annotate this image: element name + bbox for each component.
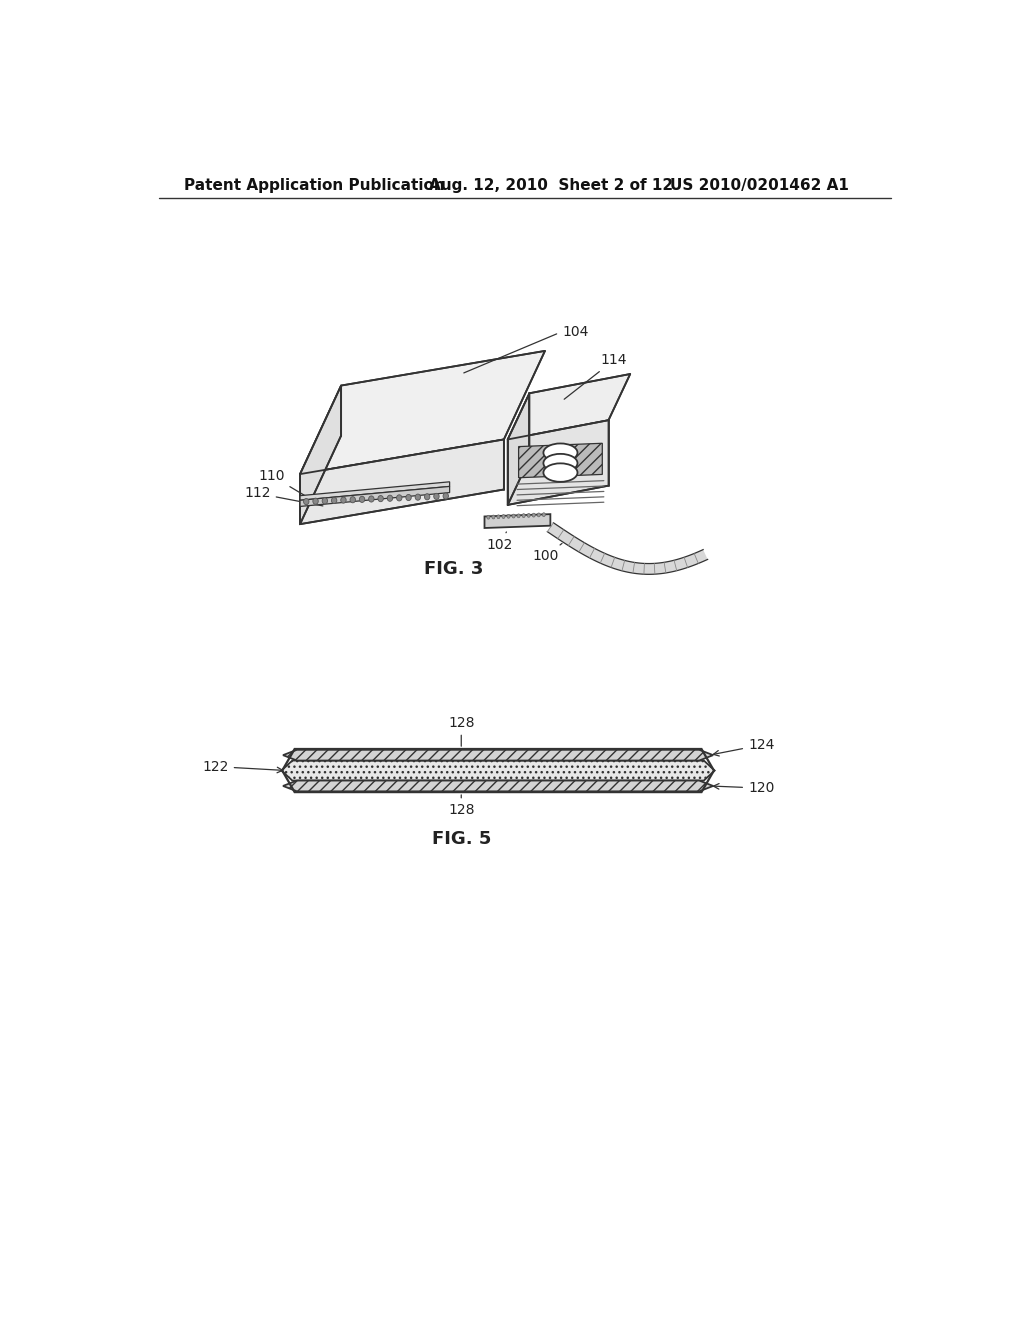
Ellipse shape — [502, 515, 505, 519]
Ellipse shape — [486, 515, 489, 519]
Ellipse shape — [492, 515, 495, 519]
Ellipse shape — [507, 515, 510, 519]
Polygon shape — [300, 351, 545, 474]
Text: 104: 104 — [464, 325, 589, 374]
Text: 122: 122 — [203, 759, 283, 774]
Ellipse shape — [527, 513, 530, 517]
Ellipse shape — [378, 495, 383, 502]
Text: 110: 110 — [258, 469, 308, 498]
Polygon shape — [300, 440, 504, 524]
Polygon shape — [282, 760, 715, 780]
Text: 120: 120 — [714, 781, 774, 795]
Ellipse shape — [369, 496, 374, 502]
Ellipse shape — [387, 495, 392, 502]
Text: FIG. 3: FIG. 3 — [424, 560, 483, 578]
Ellipse shape — [406, 495, 412, 500]
Ellipse shape — [415, 494, 421, 500]
Polygon shape — [300, 487, 450, 507]
Text: Aug. 12, 2010  Sheet 2 of 12: Aug. 12, 2010 Sheet 2 of 12 — [429, 178, 673, 193]
Ellipse shape — [532, 513, 536, 517]
Ellipse shape — [497, 515, 500, 519]
Polygon shape — [300, 482, 450, 500]
Ellipse shape — [544, 463, 578, 482]
Text: Patent Application Publication: Patent Application Publication — [183, 178, 444, 193]
Text: US 2010/0201462 A1: US 2010/0201462 A1 — [671, 178, 849, 193]
Text: 128: 128 — [449, 715, 474, 746]
Ellipse shape — [522, 513, 525, 517]
Polygon shape — [508, 374, 630, 440]
Polygon shape — [518, 444, 602, 478]
Text: 114: 114 — [564, 354, 628, 399]
Polygon shape — [283, 750, 713, 760]
Ellipse shape — [313, 498, 318, 504]
Polygon shape — [484, 515, 550, 528]
Ellipse shape — [350, 496, 355, 503]
Polygon shape — [508, 393, 529, 506]
Ellipse shape — [424, 494, 430, 500]
Ellipse shape — [517, 513, 520, 517]
Polygon shape — [300, 385, 341, 524]
Ellipse shape — [434, 494, 439, 499]
Ellipse shape — [544, 454, 578, 473]
Ellipse shape — [332, 498, 337, 503]
Ellipse shape — [303, 499, 309, 504]
Ellipse shape — [443, 492, 449, 499]
Ellipse shape — [359, 496, 365, 503]
Polygon shape — [508, 420, 608, 506]
Ellipse shape — [544, 444, 578, 462]
Ellipse shape — [341, 498, 346, 503]
Text: 128: 128 — [449, 795, 474, 817]
Ellipse shape — [512, 515, 515, 517]
Ellipse shape — [323, 498, 328, 504]
Text: 112: 112 — [245, 486, 323, 506]
Polygon shape — [548, 523, 708, 574]
Text: FIG. 5: FIG. 5 — [431, 830, 490, 847]
Polygon shape — [283, 780, 713, 792]
Text: 124: 124 — [714, 738, 774, 756]
Ellipse shape — [538, 513, 541, 517]
Ellipse shape — [396, 495, 402, 502]
Text: 100: 100 — [532, 544, 562, 564]
Ellipse shape — [543, 512, 546, 516]
Text: 102: 102 — [486, 532, 512, 552]
